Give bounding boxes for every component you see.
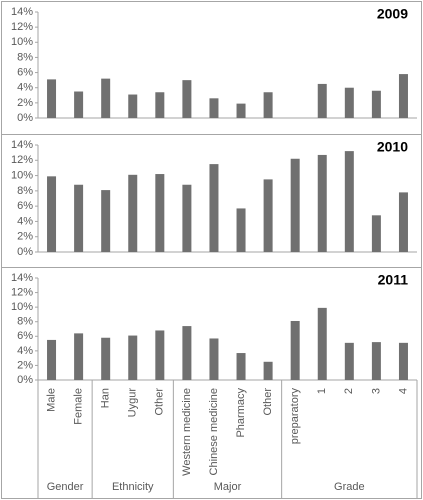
group-label: Ethnicity <box>112 481 154 493</box>
bar <box>182 184 192 252</box>
y-tick-label: 4% <box>17 345 33 357</box>
group-label: Gender <box>47 481 84 493</box>
bar <box>290 320 300 380</box>
bar <box>236 208 246 252</box>
bar <box>209 164 219 252</box>
y-tick-label: 6% <box>17 66 33 78</box>
y-tick-label: 2% <box>17 231 33 243</box>
y-tick-label: 6% <box>17 330 33 342</box>
bar <box>290 158 300 252</box>
bar <box>182 326 192 380</box>
x-tick-label: Pharmacy <box>235 388 247 438</box>
bar <box>47 176 57 252</box>
y-tick-label: 4% <box>17 215 33 227</box>
x-tick-label: Chinese medicine <box>208 388 220 475</box>
y-tick-label: 12% <box>11 286 33 298</box>
y-tick-label: 10% <box>11 301 33 313</box>
bar <box>74 91 84 118</box>
x-tick-label: Male <box>45 388 57 412</box>
bar <box>371 215 381 252</box>
y-tick-label: 14% <box>11 272 33 284</box>
bar <box>398 74 408 118</box>
bar <box>209 98 219 118</box>
y-tick-label: 10% <box>11 36 33 48</box>
y-tick-label: 2% <box>17 359 33 371</box>
bar <box>263 92 273 118</box>
y-tick-label: 8% <box>17 316 33 328</box>
bar <box>344 342 354 380</box>
bar <box>74 333 84 380</box>
bar <box>398 342 408 380</box>
x-tick-label: Western medicine <box>181 388 193 476</box>
bar <box>128 94 138 118</box>
bar <box>371 90 381 118</box>
y-tick-label: 8% <box>17 51 33 63</box>
x-tick-label: 2 <box>343 388 355 394</box>
group-label: Major <box>214 481 242 493</box>
y-tick-label: 14% <box>11 6 33 18</box>
x-tick-label: Han <box>100 388 112 408</box>
x-tick-label: Other <box>154 388 166 416</box>
bar <box>263 361 273 380</box>
x-tick-label: 4 <box>397 388 409 394</box>
y-tick-label: 4% <box>17 82 33 94</box>
bar <box>344 87 354 118</box>
y-tick-label: 2% <box>17 97 33 109</box>
bar <box>236 353 246 380</box>
bar <box>317 83 327 118</box>
bar <box>47 339 57 380</box>
bar <box>344 151 354 252</box>
bar <box>101 190 111 252</box>
bar <box>371 342 381 380</box>
x-tick-label: 1 <box>316 388 328 394</box>
y-tick-label: 0% <box>17 246 33 258</box>
bar <box>74 184 84 252</box>
y-tick-label: 12% <box>11 154 33 166</box>
bar <box>317 307 327 380</box>
bar <box>236 103 246 118</box>
bar <box>263 179 273 252</box>
bar <box>101 337 111 380</box>
y-tick-label: 6% <box>17 200 33 212</box>
y-tick-label: 10% <box>11 169 33 181</box>
bar <box>155 92 165 118</box>
bar <box>209 338 219 380</box>
panel-title: 2009 <box>377 6 408 22</box>
y-tick-label: 14% <box>11 139 33 151</box>
bar <box>155 330 165 380</box>
panel-title: 2011 <box>378 272 409 288</box>
bar <box>155 174 165 252</box>
x-tick-label: preparatory <box>289 388 301 445</box>
x-tick-label: Uygur <box>127 388 139 418</box>
panel-title: 2010 <box>377 139 408 155</box>
bar <box>398 192 408 252</box>
y-tick-label: 8% <box>17 185 33 197</box>
bar <box>128 335 138 380</box>
x-tick-label: 3 <box>370 388 382 394</box>
y-tick-label: 0% <box>17 112 33 124</box>
x-tick-label: Female <box>73 388 85 425</box>
y-tick-label: 12% <box>11 21 33 33</box>
bar <box>47 79 57 118</box>
bar <box>101 78 111 118</box>
bar <box>128 174 138 252</box>
group-label: Grade <box>334 481 365 493</box>
x-tick-label: Other <box>262 388 274 416</box>
y-tick-label: 0% <box>17 374 33 386</box>
bar <box>317 154 327 252</box>
bar <box>182 80 192 118</box>
